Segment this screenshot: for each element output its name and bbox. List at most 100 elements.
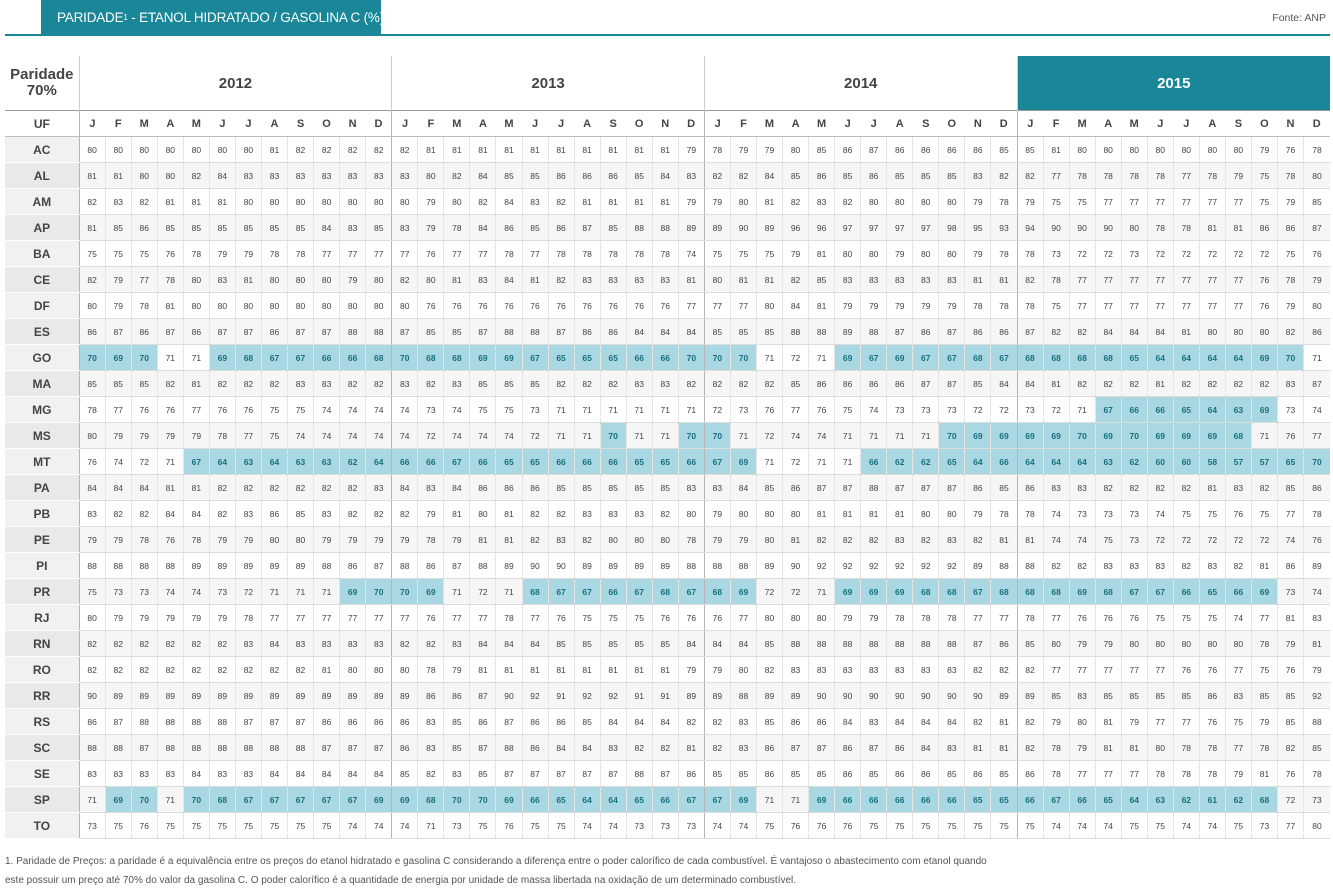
parity-cell: 84 (886, 708, 913, 735)
parity-cell: 96 (782, 214, 809, 241)
parity-cell: 75 (130, 240, 158, 267)
parity-cell: 86 (547, 214, 575, 241)
parity-cell: 86 (130, 318, 158, 345)
parity-cell: 74 (808, 422, 835, 449)
parity-cell: 77 (1276, 500, 1304, 527)
parity-cell: 72 (1068, 240, 1096, 267)
parity-cell: 85 (625, 162, 653, 189)
month-header: J (235, 110, 262, 137)
parity-cell: 85 (1250, 682, 1278, 709)
parity-cell: 80 (260, 292, 288, 319)
parity-cell: 86 (964, 318, 991, 345)
parity-cell: 89 (339, 682, 366, 709)
parity-cell: 84 (1120, 318, 1148, 345)
parity-cell: 83 (860, 708, 887, 735)
parity-cell: 75 (287, 396, 314, 423)
parity-cell: 74 (339, 812, 366, 839)
parity-cell: 78 (1146, 162, 1174, 189)
parity-cell: 71 (78, 786, 106, 813)
parity-cell: 86 (938, 136, 965, 163)
parity-cell: 75 (1224, 812, 1252, 839)
parity-cell: 85 (104, 214, 132, 241)
parity-cell: 85 (782, 760, 809, 787)
parity-cell: 80 (1042, 630, 1070, 657)
month-header: O (313, 110, 340, 137)
parity-cell: 68 (1042, 344, 1070, 371)
parity-cell: 86 (834, 734, 861, 761)
parity-cell: 85 (104, 370, 132, 397)
parity-cell: 69 (886, 578, 913, 605)
state-label: MA (5, 370, 80, 397)
parity-cell: 69 (1250, 396, 1278, 423)
parity-cell: 77 (1224, 656, 1252, 683)
parity-cell: 83 (78, 500, 106, 527)
parity-cell: 78 (1042, 734, 1070, 761)
parity-cell: 83 (625, 266, 653, 293)
parity-cell: 77 (729, 292, 757, 319)
parity-cell: 82 (755, 656, 783, 683)
parity-cell: 67 (1042, 786, 1070, 813)
parity-cell: 84 (755, 162, 783, 189)
parity-cell: 81 (1250, 760, 1278, 787)
parity-cell: 88 (729, 552, 757, 579)
parity-cell: 86 (886, 136, 913, 163)
parity-cell: 66 (1224, 578, 1252, 605)
page-title: PARIDADE 1 - ETANOL HIDRATADO / GASOLINA … (41, 0, 384, 34)
parity-cell: 62 (1172, 786, 1200, 813)
parity-cell: 89 (599, 552, 627, 579)
parity-cell: 70 (1276, 344, 1304, 371)
parity-cell: 84 (339, 760, 366, 787)
parity-cell: 82 (573, 526, 601, 553)
parity-cell: 81 (78, 162, 106, 189)
parity-cell: 82 (547, 188, 575, 215)
parity-cell: 69 (1016, 422, 1044, 449)
parity-cell: 81 (1276, 604, 1304, 631)
parity-cell: 90 (808, 682, 835, 709)
parity-cell: 81 (808, 292, 835, 319)
parity-cell: 88 (469, 552, 496, 579)
parity-cell: 80 (1094, 136, 1122, 163)
parity-cell: 86 (886, 370, 913, 397)
parity-cell: 84 (313, 214, 340, 241)
parity-cell: 86 (964, 474, 991, 501)
parity-cell: 82 (990, 656, 1018, 683)
parity-cell: 89 (260, 682, 288, 709)
parity-cell: 82 (339, 136, 366, 163)
parity-cell: 77 (104, 396, 132, 423)
parity-cell: 71 (782, 786, 809, 813)
parity-cell: 88 (677, 552, 705, 579)
parity-cell: 85 (990, 136, 1018, 163)
parity-cell: 64 (1198, 396, 1226, 423)
parity-cell: 74 (677, 240, 705, 267)
parity-cell: 82 (365, 370, 392, 397)
parity-cell: 83 (313, 162, 340, 189)
parity-cell: 69 (1094, 422, 1122, 449)
parity-cell: 69 (834, 344, 861, 371)
parity-cell: 89 (104, 682, 132, 709)
parity-cell: 72 (1198, 240, 1226, 267)
month-header: J (209, 110, 236, 137)
parity-cell: 75 (1198, 500, 1226, 527)
parity-cell: 84 (287, 760, 314, 787)
parity-cell: 68 (938, 578, 965, 605)
parity-cell: 81 (495, 500, 522, 527)
parity-cell: 69 (1172, 422, 1200, 449)
table-row: AM 82 83 82 81 81 81 80 80 80 80 80 80 80 79 80 82 84 83 82… (5, 188, 1330, 215)
parity-cell: 67 (234, 786, 262, 813)
parity-cell: 71 (625, 396, 653, 423)
parity-cell: 85 (808, 136, 835, 163)
parity-cell: 88 (860, 630, 887, 657)
parity-cell: 85 (1120, 682, 1148, 709)
parity-cell: 69 (104, 344, 132, 371)
month-header: A (1199, 110, 1226, 137)
parity-cell: 78 (208, 422, 236, 449)
month-header: D (990, 110, 1018, 137)
parity-cell: 81 (469, 656, 496, 683)
parity-cell: 85 (755, 474, 783, 501)
parity-cell: 80 (808, 604, 835, 631)
parity-cell: 65 (547, 786, 575, 813)
parity-cell: 75 (1172, 500, 1200, 527)
parity-cell: 73 (130, 578, 158, 605)
parity-cell: 82 (547, 500, 575, 527)
year-header: 2014 (703, 56, 1018, 111)
